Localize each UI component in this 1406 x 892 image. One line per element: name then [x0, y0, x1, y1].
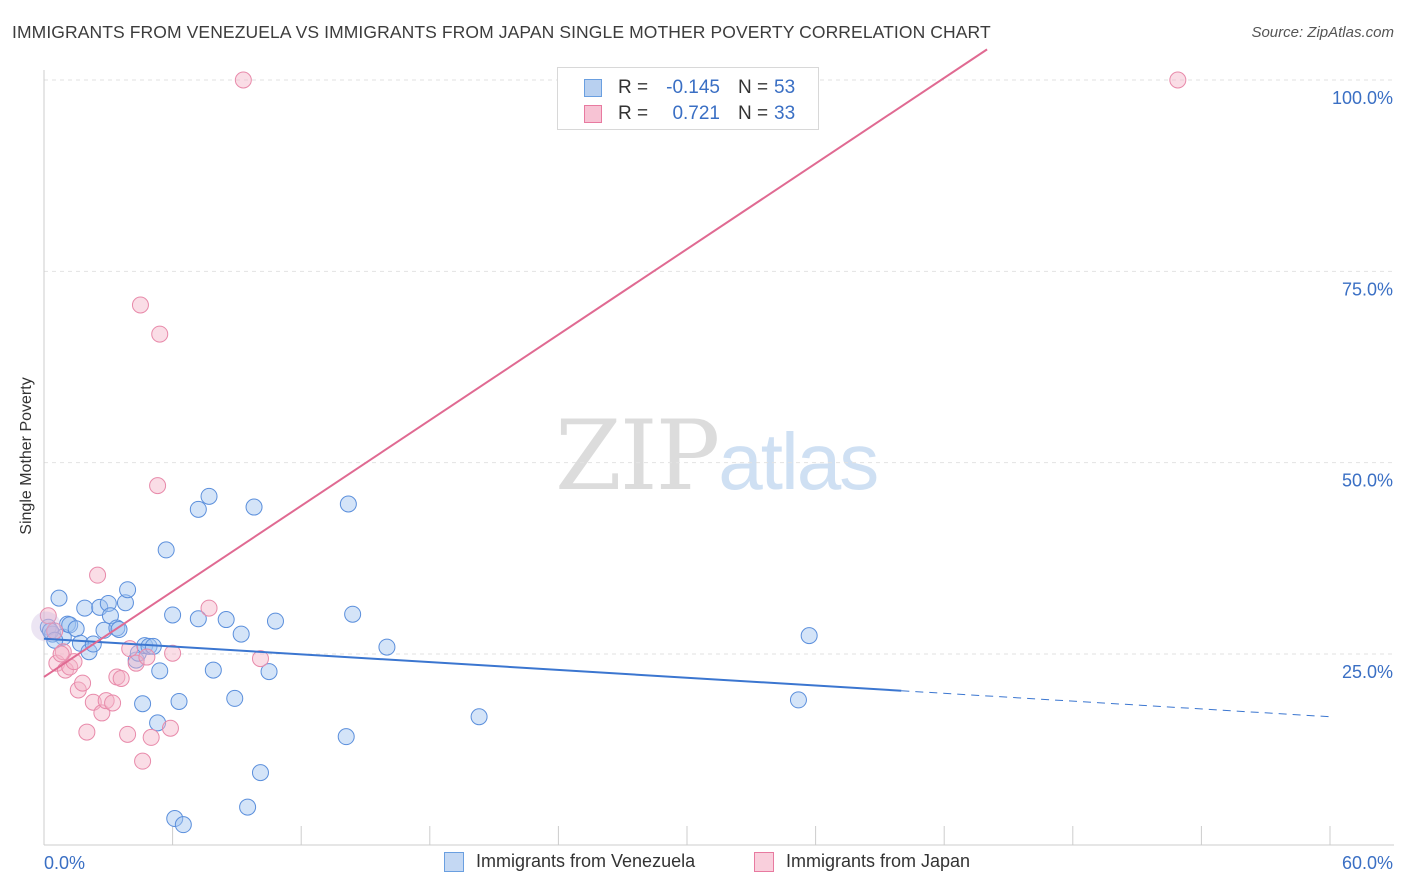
correlation-legend: R = -0.145 N = 53 R = 0.721 N = 33	[557, 67, 819, 130]
data-point-japan	[161, 719, 179, 737]
data-point-venezuela	[157, 541, 175, 559]
legend-row-japan: R = 0.721 N = 33	[584, 102, 795, 126]
legend-n-value-venezuela: 53	[774, 77, 796, 98]
y-tick-label: 75.0%	[1342, 279, 1393, 299]
data-point-japan	[164, 644, 182, 662]
data-point-venezuela	[251, 764, 269, 782]
legend-r-label: R =	[618, 77, 649, 98]
data-point-japan	[54, 643, 72, 661]
trendline-japan	[43, 48, 988, 678]
x-tick-label: 60.0%	[1342, 853, 1393, 873]
data-point-japan	[1169, 71, 1187, 89]
x-tick-label: 0.0%	[44, 853, 85, 873]
legend-r-value-venezuela: -0.145	[666, 77, 720, 98]
trendline-venezuela	[43, 637, 902, 692]
data-point-venezuela	[76, 599, 94, 617]
legend-r-label: R =	[618, 103, 649, 124]
bottom-legend-label-venezuela: Immigrants from Venezuela	[476, 851, 696, 871]
data-point-venezuela	[149, 714, 167, 732]
data-point-japan	[74, 674, 92, 692]
data-point-venezuela	[344, 605, 362, 623]
data-point-japan	[142, 728, 160, 746]
legend-swatch-japan	[584, 105, 602, 123]
data-point-japan	[39, 607, 57, 625]
watermark-atlas: atlas	[718, 417, 879, 506]
data-point-cluster	[31, 611, 62, 642]
y-tick-label: 50.0%	[1342, 471, 1393, 491]
bottom-legend-swatch-venezuela	[444, 851, 464, 872]
data-point-venezuela	[239, 798, 257, 816]
y-tick-label: 25.0%	[1342, 662, 1393, 682]
data-point-venezuela	[204, 661, 222, 679]
legend-row-venezuela: R = -0.145 N = 53	[584, 76, 795, 100]
bottom-legend-japan: Immigrants from Japan	[754, 851, 970, 872]
data-point-japan	[149, 477, 167, 495]
data-point-venezuela	[119, 581, 137, 599]
legend-swatch-venezuela	[584, 79, 602, 97]
data-point-venezuela	[245, 498, 263, 516]
data-point-venezuela	[189, 610, 207, 628]
data-point-venezuela	[174, 816, 192, 834]
data-point-japan	[131, 296, 149, 314]
watermark-zip: ZIP	[555, 400, 720, 512]
data-point-japan	[134, 752, 152, 770]
data-point-japan	[234, 71, 252, 89]
data-point-venezuela	[470, 708, 488, 726]
data-point-japan	[52, 645, 70, 663]
data-point-venezuela	[378, 638, 396, 656]
data-point-venezuela	[800, 627, 818, 645]
y-tick-label: 100.0%	[1332, 88, 1393, 108]
data-point-venezuela	[151, 662, 169, 680]
data-point-japan	[89, 566, 107, 584]
data-point-venezuela	[217, 611, 235, 629]
data-point-venezuela	[232, 625, 250, 643]
data-point-venezuela	[170, 692, 188, 710]
chart-title: IMMIGRANTS FROM VENEZUELA VS IMMIGRANTS …	[12, 22, 991, 42]
source-label: Source: ZipAtlas.com	[1251, 24, 1394, 41]
data-point-venezuela	[226, 689, 244, 707]
data-point-japan	[200, 599, 218, 617]
data-point-japan	[251, 650, 269, 668]
data-point-venezuela	[134, 695, 152, 713]
legend-n-label: N =	[738, 77, 769, 98]
data-point-japan	[151, 325, 169, 343]
data-point-venezuela	[260, 663, 278, 681]
data-point-japan	[112, 669, 130, 687]
bottom-legend-label-japan: Immigrants from Japan	[786, 851, 971, 871]
data-point-japan	[138, 648, 156, 666]
data-point-venezuela	[339, 495, 357, 513]
data-point-japan	[97, 692, 115, 710]
trendline-venezuela-extension	[901, 690, 1331, 718]
bottom-legend-venezuela: Immigrants from Venezuela	[444, 851, 695, 872]
data-point-venezuela	[337, 728, 355, 746]
bottom-legend-swatch-japan	[754, 851, 774, 872]
data-point-venezuela	[116, 594, 134, 612]
legend-n-value-japan: 33	[774, 103, 796, 124]
data-point-venezuela	[166, 810, 184, 828]
data-point-venezuela	[200, 487, 218, 505]
data-point-venezuela	[266, 612, 284, 630]
watermark: ZIPatlas	[555, 400, 879, 512]
data-point-venezuela	[189, 500, 207, 518]
data-point-japan	[78, 723, 96, 741]
data-point-japan	[127, 654, 145, 672]
legend-r-value-japan: 0.721	[672, 103, 720, 124]
data-point-venezuela	[67, 620, 85, 638]
data-point-venezuela	[164, 606, 182, 624]
data-point-japan	[119, 725, 137, 743]
data-point-venezuela	[50, 589, 68, 607]
legend-n-label: N =	[738, 103, 769, 124]
data-point-venezuela	[789, 691, 807, 709]
data-point-japan	[104, 694, 122, 712]
